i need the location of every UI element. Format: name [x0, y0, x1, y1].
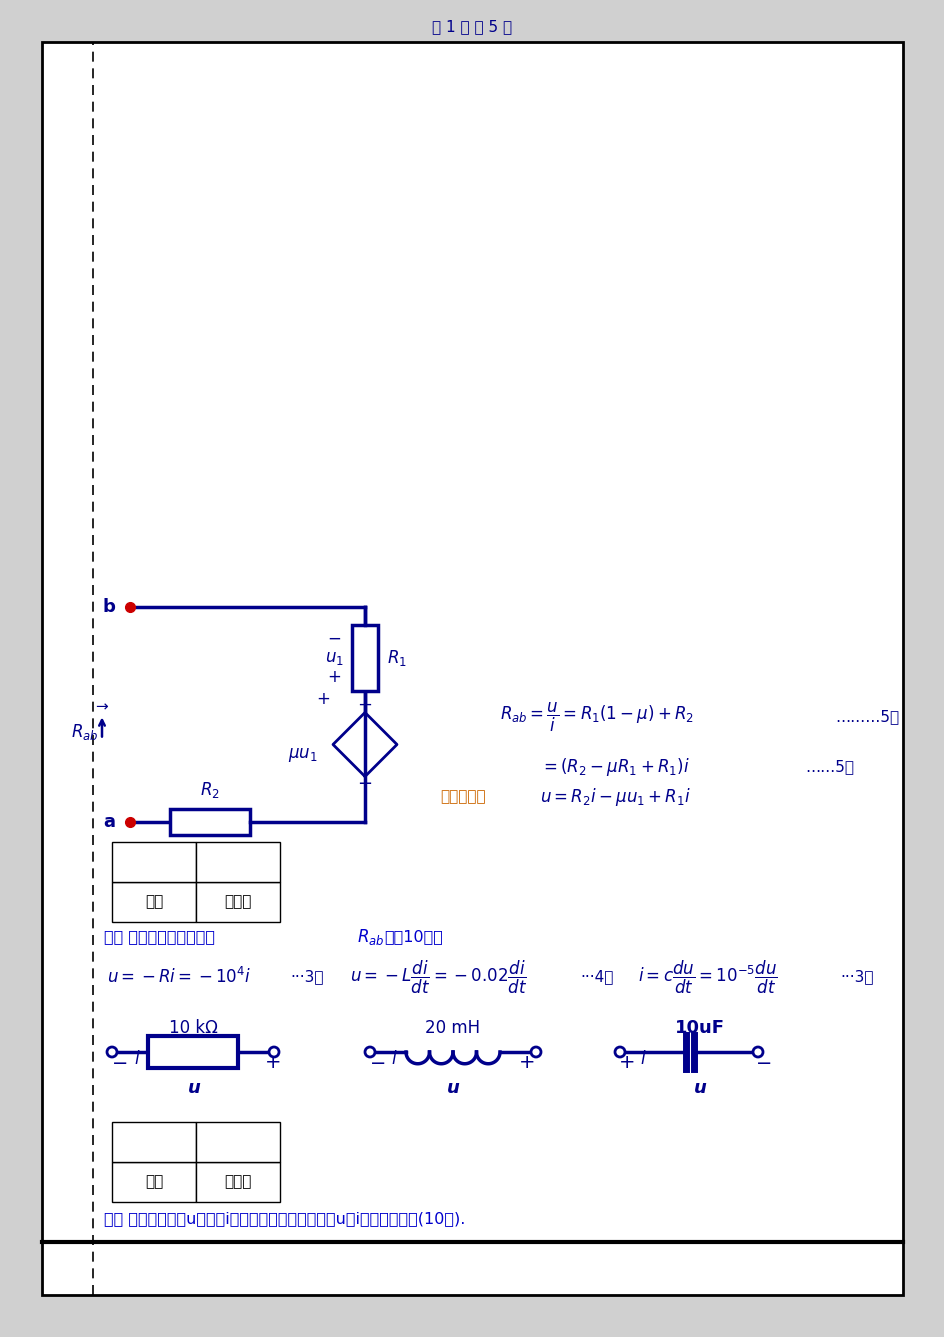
Text: 20 mH: 20 mH [425, 1019, 480, 1038]
Text: 10uF: 10uF [674, 1019, 724, 1038]
Bar [112, 842, 195, 882]
Text: −: − [369, 1054, 386, 1072]
Text: b: b [102, 598, 115, 616]
Text: −: − [357, 775, 372, 793]
Text: ……5分: ……5分 [804, 759, 853, 774]
Circle shape [364, 1047, 375, 1058]
Text: ………5分: ………5分 [834, 710, 898, 725]
Text: $u = -L\dfrac{di}{dt} = -0.02\dfrac{di}{dt}$: $u = -L\dfrac{di}{dt} = -0.02\dfrac{di}{… [349, 959, 527, 996]
Text: 得分: 得分 [144, 1174, 163, 1190]
Text: 评阅人: 评阅人 [224, 1174, 251, 1190]
Text: i: i [640, 1050, 645, 1068]
Text: +: + [357, 695, 372, 714]
Text: $i = c\dfrac{du}{dt} = 10^{-5}\dfrac{du}{dt}$: $i = c\dfrac{du}{dt} = 10^{-5}\dfrac{du}… [637, 959, 777, 996]
Bar [195, 1162, 279, 1202]
Text: +: + [518, 1054, 534, 1072]
Text: ···4分: ···4分 [580, 969, 613, 984]
Text: $u = -Ri = -10^4i$: $u = -Ri = -10^4i$ [107, 967, 251, 987]
Text: $R_2$: $R_2$ [200, 779, 220, 800]
Text: $u = R_2i - \mu u_1 + R_1i$: $u = R_2i - \mu u_1 + R_1i$ [539, 786, 690, 808]
Text: 二、 试求下图的输入电阻: 二、 试求下图的输入电阻 [104, 929, 215, 944]
Text: 一、 在指定的电压u和电流i参考方向下，写出各元件u和i的约束方程。(10分).: 一、 在指定的电压u和电流i参考方向下，写出各元件u和i的约束方程。(10分). [104, 1211, 464, 1226]
Text: 10 kΩ: 10 kΩ [168, 1019, 217, 1038]
Text: $R_1$: $R_1$ [387, 647, 407, 667]
Text: →: → [95, 699, 109, 714]
Text: ···3分: ···3分 [290, 969, 323, 984]
Text: $R_{ab}$: $R_{ab}$ [71, 722, 99, 742]
Text: $R_{ab}$: $R_{ab}$ [357, 927, 384, 947]
Text: −: − [755, 1054, 771, 1072]
Circle shape [752, 1047, 762, 1058]
Circle shape [269, 1047, 278, 1058]
Text: i: i [391, 1050, 396, 1068]
Text: u: u [187, 1079, 200, 1096]
Circle shape [615, 1047, 624, 1058]
Bar [112, 1122, 195, 1162]
Text: 加压求流：: 加压求流： [440, 790, 485, 805]
Bar [195, 882, 279, 923]
Text: 第 1 页 共 5 页: 第 1 页 共 5 页 [431, 20, 512, 35]
Text: +: + [327, 667, 341, 686]
Circle shape [531, 1047, 540, 1058]
Text: u: u [693, 1079, 706, 1096]
Text: $R_{ab} = \dfrac{u}{i} = R_1(1-\mu) + R_2$: $R_{ab} = \dfrac{u}{i} = R_1(1-\mu) + R_… [499, 701, 694, 734]
Bar [112, 1162, 195, 1202]
Text: a: a [103, 813, 115, 832]
Text: 。（10分）: 。（10分） [383, 929, 443, 944]
Text: +: + [315, 690, 329, 707]
Text: 得分: 得分 [144, 894, 163, 909]
Text: $= (R_2 - \mu R_1 + R_1)i$: $= (R_2 - \mu R_1 + R_1)i$ [539, 755, 689, 778]
Bar [195, 1122, 279, 1162]
Bar [170, 809, 250, 836]
Text: ···3分: ···3分 [839, 969, 872, 984]
Text: −: − [111, 1054, 128, 1072]
Text: +: + [264, 1054, 281, 1072]
Bar [351, 624, 378, 690]
Text: i: i [135, 1050, 139, 1068]
Bar [195, 842, 279, 882]
Bar [148, 1036, 238, 1068]
Text: $u_1$: $u_1$ [324, 648, 343, 667]
Bar [112, 882, 195, 923]
Text: 评阅人: 评阅人 [224, 894, 251, 909]
Text: u: u [447, 1079, 459, 1096]
Text: +: + [618, 1054, 634, 1072]
Text: $\mu u_1$: $\mu u_1$ [288, 746, 317, 763]
Circle shape [107, 1047, 117, 1058]
Text: −: − [327, 630, 341, 648]
Polygon shape [332, 713, 396, 777]
